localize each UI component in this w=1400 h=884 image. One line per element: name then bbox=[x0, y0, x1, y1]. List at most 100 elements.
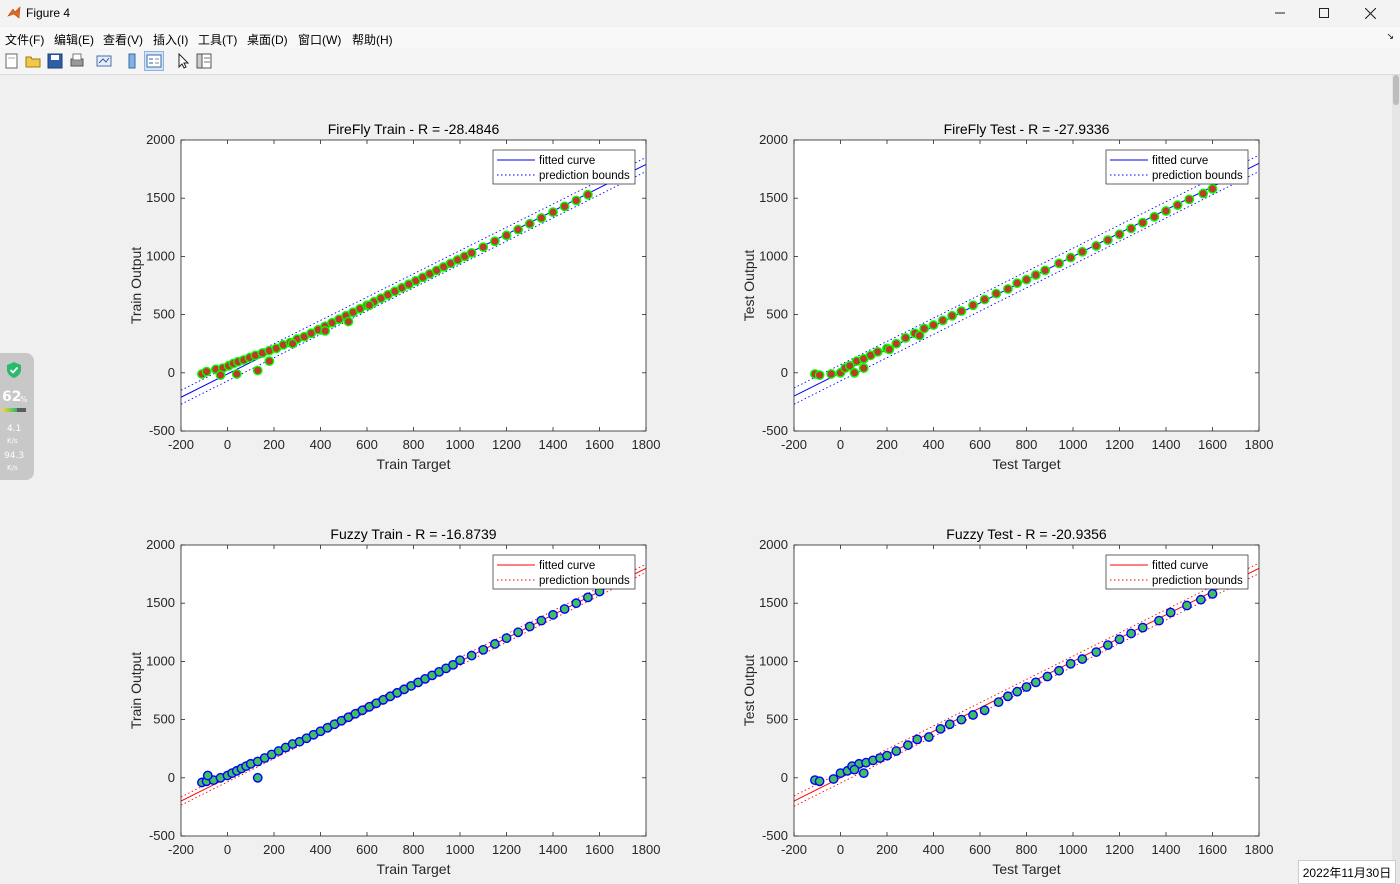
y-tick-label: 500 bbox=[766, 712, 788, 727]
data-point bbox=[968, 710, 978, 720]
data-point bbox=[364, 300, 375, 311]
data-point bbox=[1021, 274, 1032, 285]
x-tick-label: 200 bbox=[263, 437, 285, 452]
x-tick-label: 1000 bbox=[446, 842, 475, 857]
data-point bbox=[448, 659, 458, 670]
maximize-button[interactable] bbox=[1301, 0, 1347, 26]
data-point bbox=[993, 697, 1004, 708]
data-point bbox=[1207, 588, 1218, 599]
legend-label: fitted curve bbox=[539, 560, 595, 572]
data-point bbox=[1126, 223, 1137, 234]
chart-legend: fitted curve prediction bounds bbox=[492, 149, 636, 185]
data-point bbox=[343, 316, 354, 327]
data-point bbox=[1077, 246, 1088, 257]
x-tick-label: -200 bbox=[781, 842, 807, 857]
data-point bbox=[944, 719, 955, 730]
y-axis-label: Train Output bbox=[128, 247, 144, 324]
x-tick-label: 800 bbox=[1016, 842, 1038, 857]
pointer-icon[interactable] bbox=[174, 52, 192, 70]
data-point bbox=[1091, 241, 1102, 251]
data-point bbox=[466, 650, 477, 661]
data-point bbox=[1012, 686, 1023, 697]
data-point bbox=[923, 732, 934, 742]
x-tick-label: 600 bbox=[356, 437, 378, 452]
legend-label: fitted curve bbox=[539, 155, 595, 167]
figure-canvas: -200 0 200 400 600 800 1000 1200 1400 1600 1800 -50… bbox=[0, 75, 1392, 884]
save-icon[interactable] bbox=[46, 52, 64, 70]
insert-colorbar-icon[interactable] bbox=[123, 52, 141, 70]
x-tick-label: 1000 bbox=[1059, 842, 1088, 857]
legend-label: fitted curve bbox=[1152, 560, 1208, 572]
data-point bbox=[1012, 278, 1023, 289]
menu-view[interactable]: 查看(V) bbox=[103, 33, 143, 47]
scroll-thumb[interactable] bbox=[1393, 75, 1399, 105]
data-point bbox=[858, 363, 869, 374]
y-axis-label: Train Output bbox=[128, 652, 144, 729]
vertical-scrollbar[interactable] bbox=[1392, 75, 1400, 884]
close-button[interactable] bbox=[1347, 0, 1393, 26]
data-point bbox=[1065, 658, 1076, 669]
x-tick-label: 1000 bbox=[1059, 437, 1088, 452]
insert-legend-icon[interactable] bbox=[144, 51, 164, 71]
x-tick-label: 600 bbox=[969, 842, 991, 857]
menu-help[interactable]: 帮助(H) bbox=[352, 33, 393, 47]
data-point bbox=[403, 279, 414, 290]
y-tick-label: 500 bbox=[153, 307, 175, 322]
menu-window[interactable]: 窗口(W) bbox=[298, 33, 342, 47]
x-tick-label: 800 bbox=[403, 842, 425, 857]
legend-box bbox=[492, 149, 636, 185]
new-figure-icon[interactable] bbox=[3, 52, 21, 70]
data-point bbox=[872, 346, 883, 357]
minimize-icon bbox=[1275, 12, 1285, 14]
x-axis-label: Test Target bbox=[992, 456, 1060, 472]
data-point bbox=[956, 714, 967, 725]
minimize-button[interactable] bbox=[1257, 0, 1303, 26]
y-tick-label: 1500 bbox=[759, 190, 788, 205]
print-icon[interactable] bbox=[68, 52, 86, 70]
data-point bbox=[828, 774, 839, 784]
legend-box bbox=[1105, 149, 1249, 185]
network-monitor-widget[interactable]: 62 % 4.1 K/s 94.3 K/s bbox=[0, 353, 34, 480]
data-point bbox=[844, 360, 855, 371]
data-point bbox=[814, 776, 825, 787]
menu-desktop[interactable]: 桌面(D) bbox=[247, 33, 288, 47]
prediction-bound bbox=[181, 563, 646, 798]
chart-title: Fuzzy Test - R = -20.9356 bbox=[946, 526, 1107, 542]
y-tick-label: 1000 bbox=[759, 653, 788, 668]
data-point bbox=[1137, 622, 1148, 633]
legend-label: prediction bounds bbox=[539, 575, 630, 587]
data-point bbox=[1195, 594, 1206, 605]
data-point bbox=[858, 768, 869, 779]
menu-insert[interactable]: 插入(I) bbox=[153, 33, 189, 47]
data-point bbox=[1154, 615, 1164, 626]
data-point bbox=[849, 764, 860, 775]
x-tick-label: -200 bbox=[781, 437, 807, 452]
widget-upload-unit: K/s bbox=[7, 437, 18, 445]
menu-edit[interactable]: 编辑(E) bbox=[54, 33, 94, 47]
link-plot-icon[interactable] bbox=[95, 52, 113, 70]
x-tick-label: 1400 bbox=[539, 437, 568, 452]
y-tick-label: 0 bbox=[781, 365, 788, 380]
x-tick-label: 1200 bbox=[1105, 842, 1134, 857]
data-point bbox=[1114, 634, 1125, 645]
menu-tools[interactable]: 工具(T) bbox=[198, 33, 238, 47]
open-file-icon[interactable] bbox=[24, 52, 42, 70]
data-point bbox=[1114, 229, 1125, 240]
data-point bbox=[524, 621, 535, 632]
data-point bbox=[919, 323, 930, 334]
data-point bbox=[891, 746, 902, 756]
property-editor-icon[interactable] bbox=[195, 52, 213, 70]
menu-file[interactable]: 文件(F) bbox=[5, 33, 45, 47]
figure-toolbar bbox=[0, 48, 1400, 75]
data-point bbox=[231, 369, 242, 379]
menu-overflow-icon[interactable]: ↘ bbox=[1386, 31, 1394, 41]
x-tick-label: 1600 bbox=[585, 842, 614, 857]
x-tick-label: 400 bbox=[923, 842, 945, 857]
legend-label: prediction bounds bbox=[539, 170, 630, 182]
axes-frame bbox=[793, 139, 1260, 432]
axes-frame bbox=[180, 139, 647, 432]
data-point bbox=[513, 224, 524, 235]
menu-bar: 文件(F) 编辑(E) 查看(V) 插入(I) 工具(T) 桌面(D) 窗口(W… bbox=[0, 27, 1400, 48]
data-point bbox=[1003, 284, 1013, 294]
data-point bbox=[912, 734, 923, 745]
